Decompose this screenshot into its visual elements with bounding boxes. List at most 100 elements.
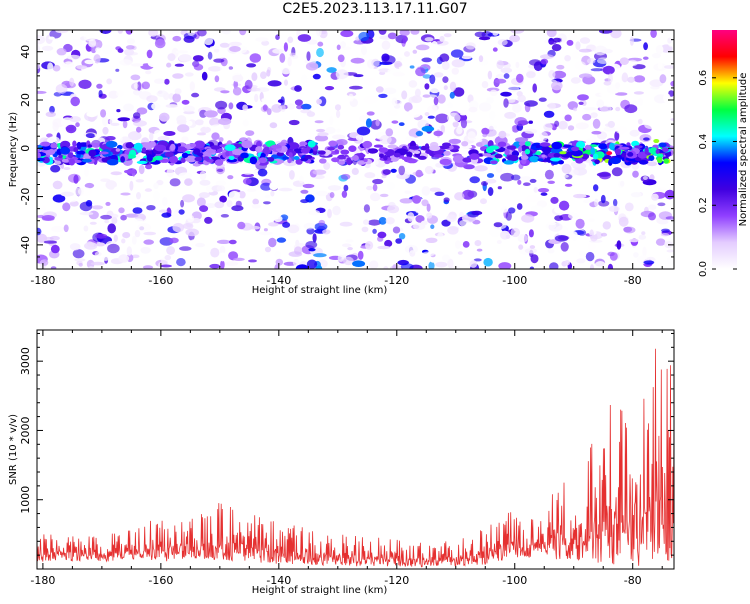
heatmap-cell [278,187,293,192]
heatmap-cell [498,262,512,269]
heatmap-cell [322,229,331,235]
heatmap-cell [529,59,542,66]
heatmap-cell [515,137,529,143]
heatmap-cell [664,65,674,69]
heatmap-cell [472,219,481,225]
heatmap-cell [264,238,269,244]
heatmap-cell [306,51,311,61]
heatmap-cell [287,142,300,150]
heatmap-cell [257,168,268,177]
heatmap-cell [383,266,389,269]
heatmap-cell [182,223,194,230]
heatmap-cell [335,128,341,133]
heatmap-cell [461,55,472,60]
heatmap-cell [204,203,217,209]
heatmap-cell [598,200,610,207]
heatmap-cell [142,265,154,269]
heatmap-cell [594,198,599,207]
heatmap-cell [667,219,674,223]
heatmap-cell [587,242,596,251]
heatmap-cell [271,151,277,156]
heatmap-cell [446,214,457,222]
heatmap-cell [387,32,397,40]
heatmap-cell [642,176,648,180]
heatmap-cell [615,126,628,134]
heatmap-cell [406,159,418,164]
heatmap-cell [517,179,522,185]
heatmap-cell [270,190,275,197]
heatmap-cell [73,147,79,153]
heatmap-cell [554,215,563,222]
heatmap-cell [329,192,335,198]
heatmap-cell [447,258,454,269]
heatmap-cell [312,73,321,80]
heatmap-cell [67,152,74,159]
heatmap-cell [634,145,643,149]
heatmap-cell [306,259,318,269]
heatmap-cell [489,110,496,121]
heatmap-cell [430,224,435,229]
heatmap-cell [68,158,76,166]
heatmap-cell [62,202,71,212]
heatmap-cell [648,212,656,221]
heatmap-cell [134,229,141,238]
heatmap-cell [140,246,151,254]
heatmap-cell [131,235,137,245]
heatmap-cell [643,42,648,51]
heatmap-cell [74,258,86,262]
heatmap-cell [642,246,647,257]
heatmap-cell [274,250,282,260]
heatmap-cell [116,109,121,113]
heatmap-cell [478,55,484,63]
heatmap-cell [437,232,444,240]
heatmap-cell [119,59,133,66]
heatmap-cell [138,164,145,175]
heatmap-cell [327,101,336,105]
heatmap-cell [100,109,107,118]
heatmap-cell [229,46,241,52]
heatmap-cell [317,150,326,155]
heatmap-cell [495,163,503,173]
heatmap-cell [328,140,338,147]
heatmap-x-tick-label: -180 [30,274,55,287]
heatmap-cell [395,100,402,105]
heatmap-cell [274,264,279,269]
heatmap-cell [332,134,346,140]
heatmap-cell [633,75,646,83]
heatmap-cell [646,161,658,167]
heatmap-cell [276,237,287,243]
heatmap-cell [297,34,312,42]
heatmap-cell [85,200,93,207]
heatmap-cell [352,155,359,161]
heatmap-cell [219,245,226,255]
heatmap-cell [566,39,574,46]
heatmap-cell [256,87,270,93]
heatmap-cell [172,211,181,221]
heatmap-cell [340,149,350,155]
heatmap-cell [571,149,583,157]
heatmap-cell [249,53,261,63]
heatmap-cell [220,214,229,218]
heatmap-cell [163,131,176,136]
heatmap-cell [110,171,123,176]
heatmap-cell [460,118,467,129]
heatmap-cell [378,30,387,35]
heatmap-cell [629,129,640,137]
heatmap-cell [288,251,303,257]
heatmap-cell [100,214,112,220]
heatmap-cell [373,144,384,148]
heatmap-cell [113,234,118,242]
heatmap-cell [124,169,137,174]
heatmap-cell [424,166,434,175]
heatmap-cell [363,219,370,225]
heatmap-cell [172,73,184,79]
heatmap-cell [615,92,628,96]
heatmap-cell [474,165,488,172]
heatmap-cell [355,36,360,42]
heatmap-cell [231,148,244,156]
heatmap-cell [500,172,515,182]
heatmap-cell [133,142,143,151]
heatmap-cell [168,30,180,36]
heatmap-cell [294,99,303,106]
heatmap-cell [302,183,315,189]
